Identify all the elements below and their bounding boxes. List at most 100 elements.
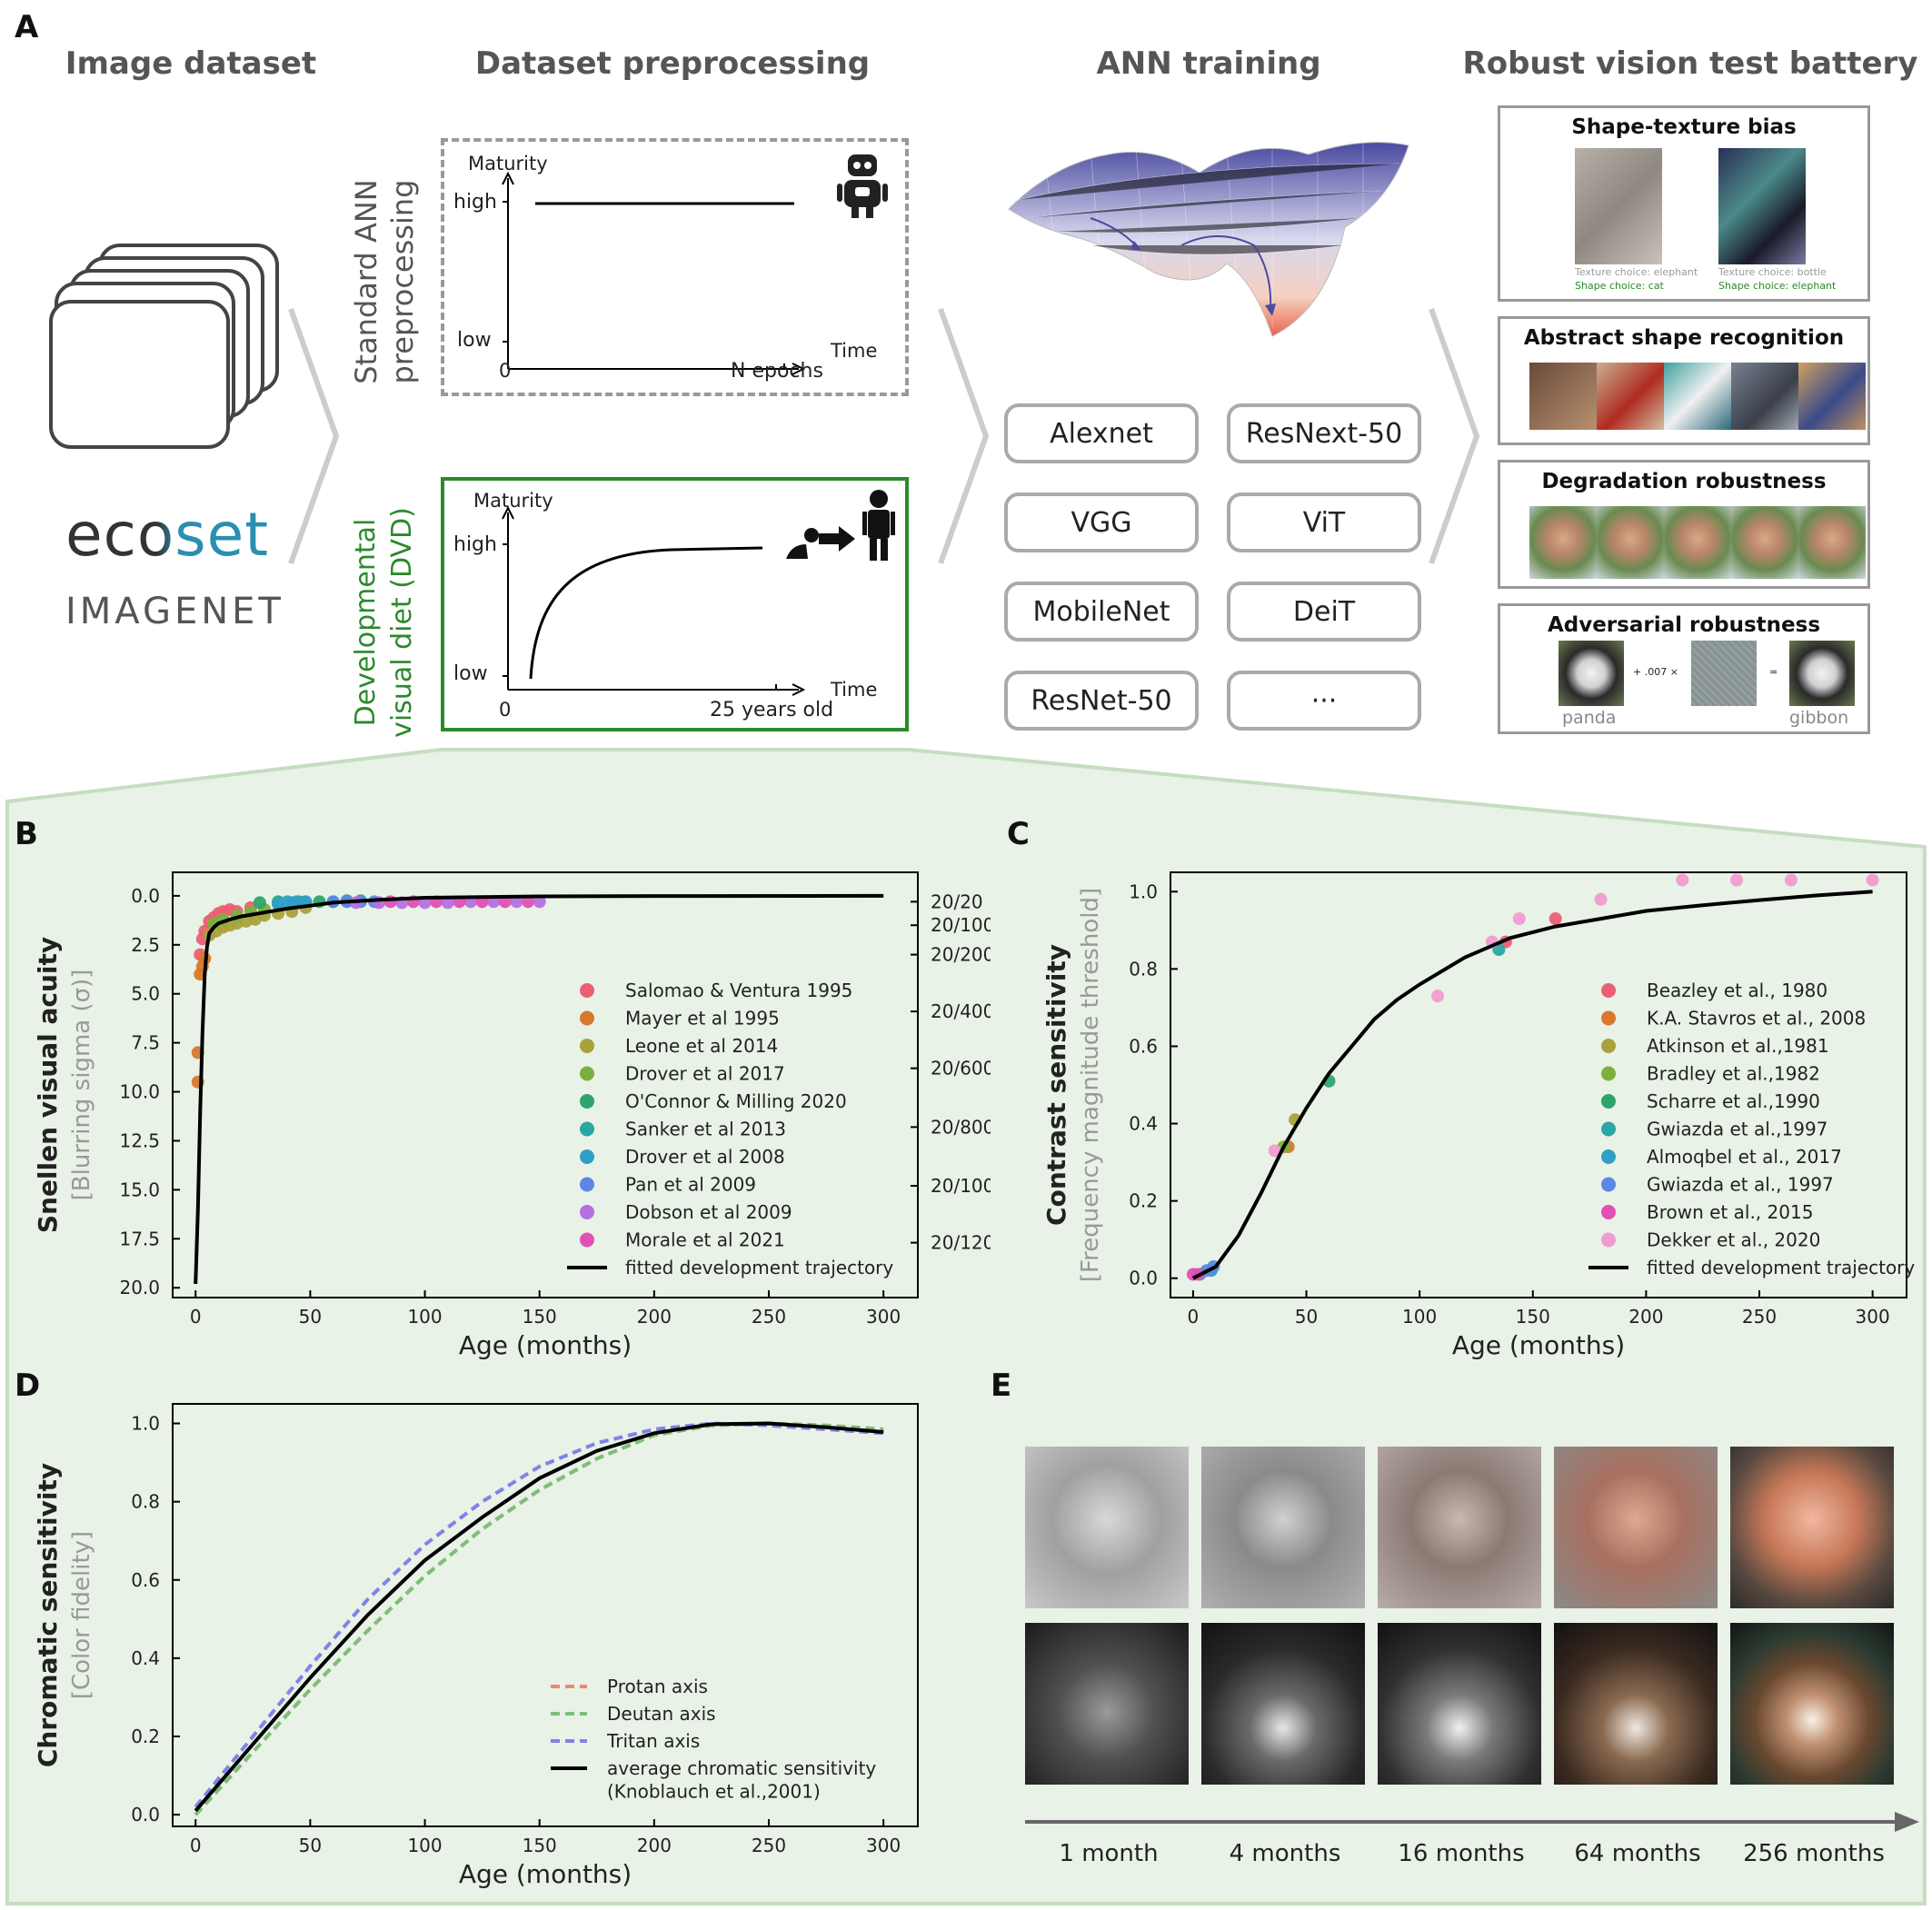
dvd-side-label: Developmental visual diet (DVD) xyxy=(350,507,418,738)
legend-label: Protan axis xyxy=(607,1676,708,1697)
legend-label: Pan et al 2009 xyxy=(625,1174,756,1196)
y-tick-label: 0.4 xyxy=(131,1647,160,1669)
y-tick-label: 12.5 xyxy=(119,1129,160,1151)
data-point xyxy=(1866,873,1879,887)
legend-label: Tritan axis xyxy=(606,1730,700,1752)
series-line xyxy=(194,1421,884,1816)
x-tick-label: 300 xyxy=(866,1835,901,1856)
plot-frame xyxy=(172,1403,919,1827)
panda-label: panda xyxy=(1562,708,1617,728)
right-tick-label: 20/600 xyxy=(931,1058,991,1079)
x-tick-label: 200 xyxy=(1628,1306,1663,1328)
x-tick-label: 150 xyxy=(1516,1306,1550,1328)
left-texture-choice: Texture choice: elephant xyxy=(1575,266,1698,278)
standard-y-title: Maturity xyxy=(468,153,548,174)
age-label-16-months: 16 months xyxy=(1398,1840,1525,1867)
legend-marker xyxy=(1601,1094,1616,1109)
legend-marker xyxy=(580,983,594,998)
x-tick-label: 250 xyxy=(752,1835,786,1856)
series-line xyxy=(194,1421,884,1816)
dvd-zero-label: 0 xyxy=(499,699,512,721)
x-tick-label: 100 xyxy=(407,1306,442,1328)
plot-frame xyxy=(172,871,919,1298)
y-tick-label: 0.8 xyxy=(131,1491,160,1513)
shape-texture-box: Shape-texture bias Texture choice: eleph… xyxy=(1498,105,1870,302)
abstract-shape-title: Abstract shape recognition xyxy=(1523,326,1845,350)
loss-landscape-surface xyxy=(1008,141,1409,337)
standard-preprocessing-box: Maturity high low 0 Time N epochs xyxy=(441,138,909,396)
legend-label: fitted development trajectory xyxy=(1647,1257,1915,1278)
panel-e-images xyxy=(1025,1447,1897,1801)
dvd-low-label: low xyxy=(453,662,488,685)
data-point xyxy=(1512,912,1526,926)
room-64-months-image xyxy=(1554,1623,1718,1785)
degradation-box: Degradation robustness xyxy=(1498,460,1870,589)
network-alexnet: Alexnet xyxy=(1004,403,1199,463)
face-16-months-image xyxy=(1378,1447,1541,1608)
data-point xyxy=(1730,873,1744,887)
gibbon-label: gibbon xyxy=(1789,708,1849,728)
y-tick-label: 0.2 xyxy=(131,1726,160,1747)
chevron-right-icon xyxy=(1429,307,1480,565)
x-tick-label: 50 xyxy=(1295,1306,1318,1328)
abstract-bicycle-image xyxy=(1798,363,1866,430)
standard-low-label: low xyxy=(457,329,492,352)
network-more: ··· xyxy=(1227,671,1421,731)
legend-label: Dobson et al 2009 xyxy=(625,1201,792,1223)
age-label-1-month: 1 month xyxy=(1059,1840,1159,1867)
face-256-months-image xyxy=(1730,1447,1894,1608)
age-label-256-months: 256 months xyxy=(1743,1840,1885,1867)
imagenet-logo: IMAGENET xyxy=(65,591,284,632)
legend-label: Bradley et al.,1982 xyxy=(1647,1063,1820,1085)
legend-marker xyxy=(1601,983,1616,998)
legend-marker xyxy=(580,1121,594,1137)
section-title-battery: Robust vision test battery xyxy=(1462,45,1918,82)
legend-label: Dekker et al., 2020 xyxy=(1647,1229,1820,1251)
right-tick-label: 20/20 xyxy=(931,890,983,912)
data-point xyxy=(1676,873,1689,887)
legend-label: Almoqbel et al., 2017 xyxy=(1647,1146,1842,1168)
series-line xyxy=(194,1421,884,1813)
abstract-shape-box: Abstract shape recognition xyxy=(1498,316,1870,445)
data-point xyxy=(290,895,304,909)
legend-marker xyxy=(1601,1010,1616,1026)
legend-marker xyxy=(1601,1205,1616,1219)
data-point xyxy=(1549,912,1562,926)
x-tick-label: 100 xyxy=(1402,1306,1437,1328)
y-tick-label: 2.5 xyxy=(131,934,160,956)
left-shape-choice: Shape choice: cat xyxy=(1575,280,1664,292)
right-shape-choice: Shape choice: elephant xyxy=(1718,280,1837,292)
degraded-face-image xyxy=(1529,506,1597,579)
abstract-car-image xyxy=(1597,363,1664,430)
data-point xyxy=(510,895,523,909)
legend-label: Mayer et al 1995 xyxy=(625,1008,780,1030)
y-tick-label: 0.6 xyxy=(131,1569,160,1591)
chart-c: 0 50 100 150 200 250 300 0.0 0.2 0.4 0.6 0.8 1.0 Age … xyxy=(1000,818,1932,1381)
face-1-month-image xyxy=(1025,1447,1189,1608)
y-axis-label: Contrast sensitivity xyxy=(1041,944,1071,1226)
network-deit: DeiT xyxy=(1227,582,1421,642)
right-tick-label: 20/100 xyxy=(931,914,991,936)
dvd-x-title: Time xyxy=(831,679,878,701)
y-tick-label: 0.0 xyxy=(131,885,160,907)
legend-marker xyxy=(580,1177,594,1192)
panda-image xyxy=(1559,641,1624,706)
dvd-high-label: high xyxy=(453,533,497,556)
legend-label: O'Connor & Milling 2020 xyxy=(625,1090,847,1112)
y-axis-sublabel: [Blurring sigma (σ)] xyxy=(68,970,95,1201)
noise-image xyxy=(1691,641,1757,706)
x-tick-label: 300 xyxy=(1856,1306,1890,1328)
chevron-right-icon xyxy=(288,307,340,565)
right-tick-label: 20/400 xyxy=(931,1000,991,1022)
standard-high-label: high xyxy=(453,191,497,214)
legend-marker xyxy=(580,1039,594,1053)
data-point xyxy=(441,896,454,910)
data-point xyxy=(1431,990,1445,1003)
abstract-cat-image xyxy=(1529,363,1597,430)
x-tick-label: 250 xyxy=(752,1306,786,1328)
legend-marker xyxy=(580,1149,594,1164)
standard-side-label: Standard ANN preprocessing xyxy=(349,179,420,384)
legend-label: (Knoblauch et al.,2001) xyxy=(607,1781,821,1803)
y-axis-label: Snellen visual acuity xyxy=(33,937,63,1233)
age-label-64-months: 64 months xyxy=(1574,1840,1701,1867)
